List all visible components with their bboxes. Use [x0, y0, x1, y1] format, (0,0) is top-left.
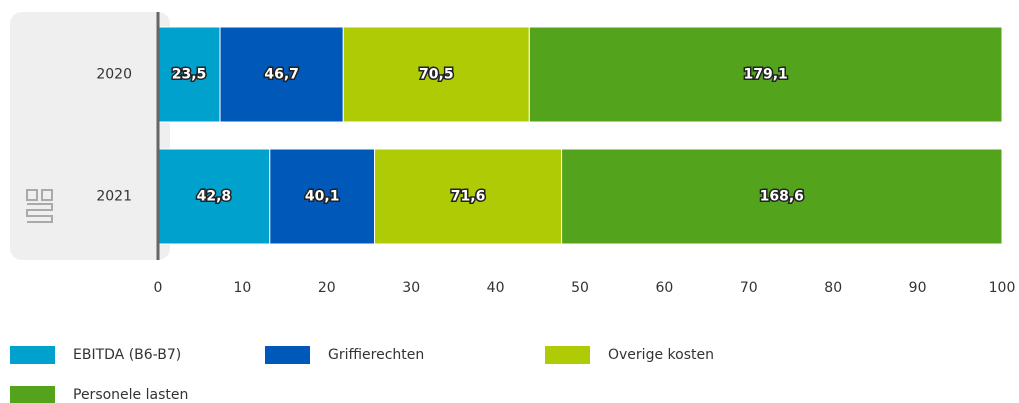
logo	[26, 189, 53, 223]
x-tick-label: 30	[402, 280, 420, 296]
data-label: 23,5	[172, 67, 207, 83]
bar-segment	[528, 26, 1003, 123]
legend-label: Griffierechten	[328, 347, 424, 363]
y-tick-label: 2021	[96, 189, 132, 205]
data-label: 40,1	[305, 189, 340, 205]
bar-segment	[561, 148, 1003, 245]
x-tick-label: 70	[740, 280, 758, 296]
bar-segment	[157, 26, 221, 123]
bar-segment	[374, 148, 563, 245]
legend-swatch	[265, 346, 310, 364]
x-tick-label: 20	[318, 280, 336, 296]
x-tick-label: 60	[655, 280, 673, 296]
data-label: 71,6	[451, 189, 486, 205]
x-tick-label: 10	[233, 280, 251, 296]
x-tick-label: 80	[824, 280, 842, 296]
legend-label: EBITDA (B6-B7)	[73, 347, 181, 363]
x-tick-label: 100	[989, 280, 1016, 296]
legend-label: Personele lasten	[73, 387, 188, 403]
legend-label: Overige kosten	[608, 347, 714, 363]
data-label: 70,5	[419, 67, 454, 83]
x-tick-label: 90	[909, 280, 927, 296]
data-label: 46,7	[264, 67, 299, 83]
x-tick-label: 0	[154, 280, 163, 296]
data-label: 179,1	[744, 67, 788, 83]
data-label: 168,6	[760, 189, 804, 205]
bar-segment	[342, 26, 530, 123]
bar-segment	[157, 148, 271, 245]
x-tick-label: 40	[487, 280, 505, 296]
category-panel	[10, 12, 170, 260]
legend-swatch	[10, 346, 55, 364]
legend-swatch	[10, 386, 55, 403]
bar-segment	[269, 148, 376, 245]
y-tick-label: 2020	[96, 67, 132, 83]
x-tick-label: 50	[571, 280, 589, 296]
legend-swatch	[545, 346, 590, 364]
data-label: 42,8	[197, 189, 232, 205]
